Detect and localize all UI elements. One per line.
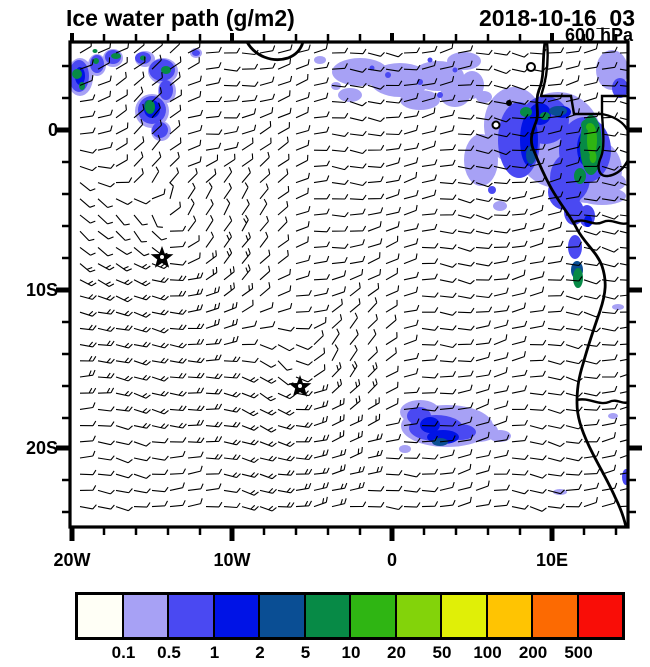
colorbar-tick-label: 1 <box>209 643 220 662</box>
axis-ticks <box>56 33 642 541</box>
island-outline <box>491 120 501 130</box>
island-outline <box>506 100 512 106</box>
colorbar-tick-label: 5 <box>300 643 311 662</box>
colorbar-tick-label: 500 <box>564 643 593 662</box>
border-line <box>572 219 628 225</box>
coastline <box>245 42 305 61</box>
colorbar-cell <box>214 595 260 637</box>
colorbar-cell <box>169 595 215 637</box>
plot-datetime: 2018-10-16_03 <box>478 5 635 31</box>
border-line <box>539 94 628 116</box>
y-tick-label: 10S <box>25 280 58 300</box>
colorbar-tick-label: 50 <box>432 643 452 662</box>
colorbar-cell <box>533 595 579 637</box>
colorbar-cell <box>351 595 397 637</box>
colorbar-cell <box>578 595 622 637</box>
border-line <box>539 42 549 98</box>
colorbar <box>75 592 625 640</box>
plot-title: Ice water path (g/m2) <box>66 5 295 31</box>
wind-barbs-layer <box>79 42 628 512</box>
y-tick-label: 20S <box>25 438 58 458</box>
colorbar-cell <box>260 595 306 637</box>
colorbar-cell <box>396 595 442 637</box>
map-frame <box>68 40 630 529</box>
colorbar-tick-label: 100 <box>473 643 502 662</box>
colorbar-cell <box>78 595 124 637</box>
x-tick-label: 10W <box>213 550 251 570</box>
colorbar-tick-label: 20 <box>387 643 406 662</box>
x-tick-label: 10E <box>535 550 569 570</box>
star-marker-center <box>298 384 302 388</box>
x-tick-label: 20W <box>53 550 91 570</box>
colorbar-tick-label: 200 <box>518 643 548 662</box>
island-outline <box>526 62 536 72</box>
colorbar-tick-label: 2 <box>255 643 265 662</box>
y-tick-label: 0 <box>47 120 58 140</box>
x-tick-label: 0 <box>386 550 397 570</box>
colorbar-tick-label: 10 <box>341 643 361 662</box>
colorbar-tick-label: 0.1 <box>111 643 136 662</box>
colorbar-cell <box>123 595 169 637</box>
border-line <box>575 398 628 405</box>
colorbar-cell <box>487 595 533 637</box>
map-content-layer <box>70 42 628 527</box>
star-marker-center <box>160 255 164 259</box>
ice-water-shading-layer <box>70 48 628 495</box>
coastline <box>529 42 628 527</box>
colorbar-cell <box>442 595 488 637</box>
colorbar-cell <box>305 595 351 637</box>
colorbar-tick-label: 0.5 <box>157 643 181 662</box>
